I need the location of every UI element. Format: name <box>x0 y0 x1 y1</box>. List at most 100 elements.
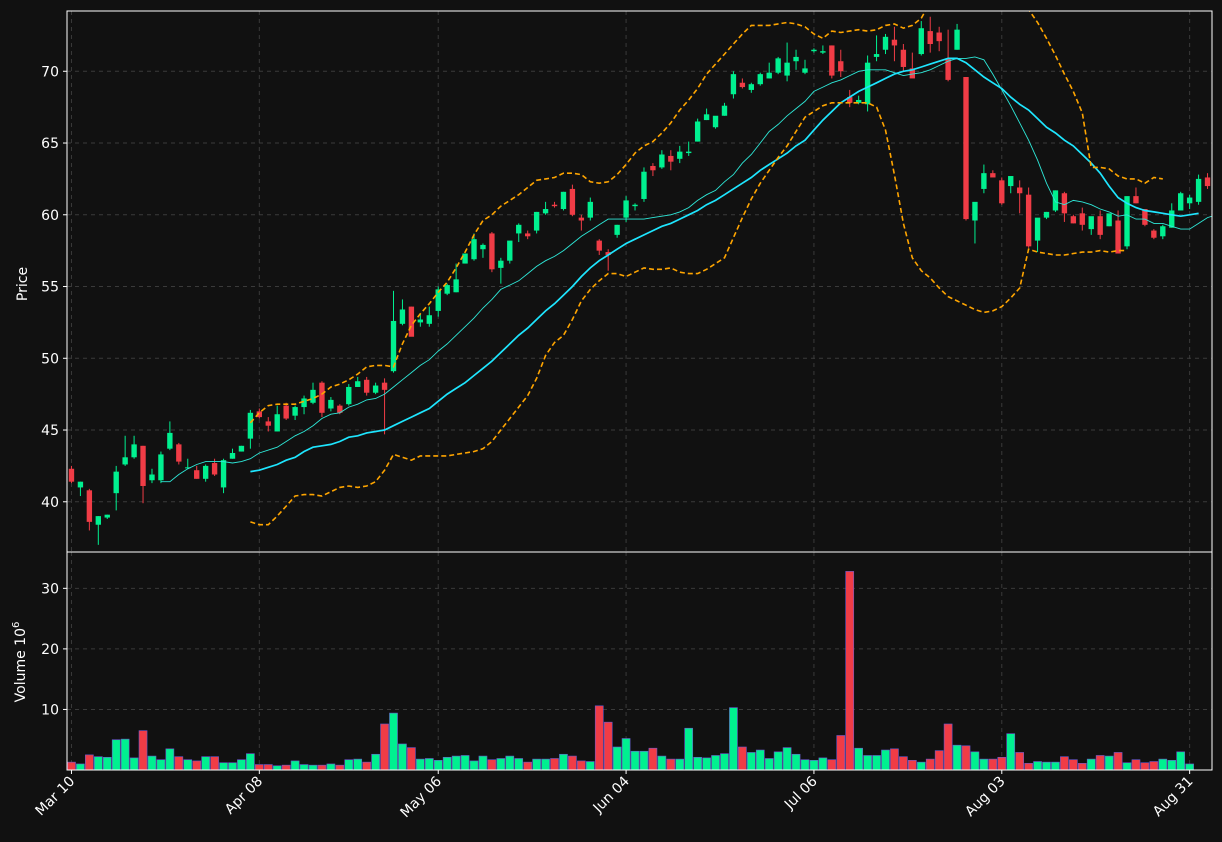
volume-bar <box>979 758 989 771</box>
candle-body <box>498 260 504 268</box>
volume-bar <box>934 750 944 771</box>
candle-body <box>1088 216 1094 230</box>
volume-bar <box>416 758 425 771</box>
volume-bar <box>827 759 837 771</box>
candle-body <box>668 155 674 162</box>
volume-bar <box>85 754 94 771</box>
volume-bar <box>773 751 783 771</box>
candle-body <box>319 382 325 413</box>
volume-bar <box>254 764 264 771</box>
volume-bar <box>702 757 711 771</box>
volume-bar <box>424 758 434 771</box>
volume-tick-label: 20 <box>41 642 59 658</box>
candle-body <box>1070 216 1077 224</box>
candle-body <box>569 188 576 215</box>
candle-body <box>891 39 898 46</box>
candle-body <box>560 191 567 210</box>
candle-body <box>882 36 889 50</box>
price-tick-label: 65 <box>41 136 59 152</box>
volume-bar <box>478 755 488 771</box>
candle-body <box>381 382 388 390</box>
candle-body <box>632 204 638 207</box>
volume-bar <box>1095 755 1105 771</box>
candle-body <box>757 74 763 85</box>
candle-body <box>694 121 701 142</box>
volume-bar <box>129 757 139 771</box>
price-tick-label: 60 <box>41 208 59 224</box>
candle-body <box>686 151 692 154</box>
candle-body <box>677 151 683 159</box>
candle-body <box>936 32 942 42</box>
volume-bar <box>1060 756 1069 771</box>
volume-bar <box>120 738 130 771</box>
candle-body <box>1061 193 1068 214</box>
volume-panel-grid <box>67 552 1212 770</box>
ma-slow-line <box>250 57 1199 473</box>
volume-bar <box>192 760 202 771</box>
candle-body <box>551 204 558 207</box>
candle-body <box>346 386 352 405</box>
volume-bar <box>729 707 738 771</box>
volume-bar <box>317 764 327 771</box>
volume-bar <box>219 762 228 771</box>
candle-body <box>408 306 415 337</box>
volume-bar <box>102 756 112 771</box>
volume-bar <box>970 751 980 771</box>
volume-bar <box>997 756 1007 771</box>
volume-bar <box>908 760 917 771</box>
candle-body <box>1142 209 1148 225</box>
candle-body <box>712 115 719 128</box>
volume-bar <box>675 758 685 771</box>
volume-bar <box>460 755 470 771</box>
volume-bar <box>514 758 524 771</box>
candle-body <box>301 398 307 408</box>
candle-body <box>1124 196 1130 247</box>
volume-bar <box>523 761 533 771</box>
volume-bar <box>764 758 774 771</box>
candle-body <box>372 385 379 393</box>
volume-bar <box>1051 761 1060 771</box>
volume-bar <box>1104 755 1114 771</box>
volume-bar <box>228 762 237 771</box>
volume-bar <box>863 755 872 771</box>
candle-body <box>748 84 754 90</box>
volume-series <box>67 571 1194 771</box>
candle-body <box>1079 213 1085 225</box>
volume-bar <box>371 753 380 771</box>
candle-body <box>954 29 960 50</box>
volume-bar <box>326 763 336 771</box>
volume-tick-label: 30 <box>41 581 59 597</box>
candle-body <box>185 467 191 469</box>
volume-bar <box>1006 733 1016 771</box>
volume-axis-exponent: 6 <box>11 622 22 628</box>
candle-body <box>1016 187 1023 194</box>
candle-body <box>587 201 593 218</box>
candle-body <box>444 285 450 294</box>
volume-bar <box>809 760 819 771</box>
candle-body <box>793 56 799 62</box>
volume-bar <box>782 747 792 771</box>
volume-bar <box>854 747 863 771</box>
volume-bar <box>290 760 300 771</box>
candle-body <box>1034 217 1041 241</box>
price-tick-label: 70 <box>41 64 59 80</box>
candle-body <box>355 381 361 387</box>
candle-body <box>811 49 817 52</box>
volume-tick-label: 10 <box>41 702 59 718</box>
volume-bar <box>612 746 622 771</box>
candle-body <box>838 61 844 72</box>
candle-body <box>104 514 110 518</box>
volume-bar <box>577 760 586 771</box>
candle-body <box>1052 190 1059 211</box>
candle-body <box>596 240 602 251</box>
price-tick-label: 40 <box>41 495 59 511</box>
volume-bar <box>111 739 121 771</box>
candle-body <box>1115 220 1121 254</box>
volume-bar <box>469 760 479 771</box>
candle-body <box>900 49 907 67</box>
volume-bar <box>299 764 309 771</box>
volume-bar <box>308 764 318 771</box>
volume-bar <box>872 755 881 771</box>
volume-bar <box>925 758 935 771</box>
